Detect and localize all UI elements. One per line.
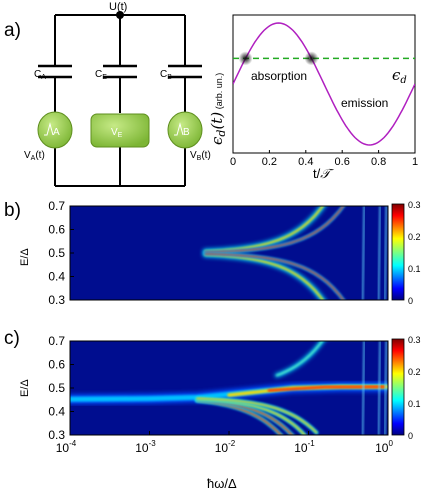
colorbar-b: 0 0.1 0.2 0.3 bbox=[391, 200, 421, 306]
upper-branch bbox=[275, 341, 324, 377]
ytick-label: 0.3 bbox=[48, 293, 65, 307]
bias-label-b: VB(t) bbox=[190, 150, 211, 162]
ylabel-b: E/Δ bbox=[19, 248, 31, 266]
colorbar-tick-label: 0.2 bbox=[408, 367, 421, 377]
xtick-label: 10-1 bbox=[294, 439, 315, 455]
sine-xlabel: t/𝒯 bbox=[313, 166, 334, 182]
resonance-peak bbox=[267, 385, 386, 392]
vertical-feature bbox=[377, 341, 381, 435]
colorbar-tick-label: 0.1 bbox=[408, 264, 421, 274]
ytick-label: 0.5 bbox=[48, 246, 65, 260]
capacitor-label-a: CA bbox=[34, 69, 46, 81]
xtick-label: 100 bbox=[375, 439, 393, 455]
sine-xtick-label: 1 bbox=[412, 156, 418, 168]
bias-label-a: VA(t) bbox=[24, 150, 45, 162]
colorbar-tick-label: 0.3 bbox=[408, 200, 421, 210]
inner-branch-core bbox=[204, 253, 345, 300]
colorbar-tick-label: 0.3 bbox=[408, 335, 421, 345]
sine-plot: 0 0.2 0.4 0.6 0.8 1 ϵd(t) (arb. un.) t/𝒯 abso… bbox=[208, 14, 418, 182]
svg-text:VE: VE bbox=[111, 127, 123, 139]
lower-fan-branch bbox=[196, 397, 318, 434]
vertical-feature bbox=[361, 341, 365, 435]
ylabel-c: E/Δ bbox=[19, 379, 31, 397]
panel-label-b: b) bbox=[4, 200, 21, 221]
xlabel-c: ħω/Δ bbox=[207, 476, 237, 491]
emission-marker bbox=[304, 51, 319, 66]
sine-xtick-label: 0 bbox=[230, 156, 236, 168]
colorbar-tick-label: 0 bbox=[408, 296, 413, 306]
sine-xtick-label: 0.4 bbox=[298, 156, 313, 168]
xtick-label: 10-2 bbox=[215, 439, 236, 455]
vertical-feature bbox=[384, 206, 388, 300]
vertical-feature bbox=[377, 206, 381, 300]
absorption-marker bbox=[238, 51, 253, 66]
annotation-absorption: absorption bbox=[251, 69, 307, 83]
annotation-emission: emission bbox=[341, 96, 388, 110]
ytick-label: 0.3 bbox=[48, 428, 65, 442]
heatmap-b: 0.3 0.4 0.5 0.6 0.7 E/Δ bbox=[19, 199, 389, 307]
colorbar-c: 0 0.1 0.2 0.3 bbox=[391, 335, 421, 441]
sine-xtick-label: 0.8 bbox=[371, 156, 386, 168]
node-label: U(t) bbox=[109, 1, 127, 13]
heatmap-c: 0.30.40.50.60.7 10-4 10-3 10-2 10-1 100 E/Δ … bbox=[19, 334, 393, 491]
ytick-label: 0.7 bbox=[48, 334, 65, 348]
xtick-label: 10-3 bbox=[135, 439, 156, 455]
ytick-label: 0.4 bbox=[48, 405, 65, 419]
capacitor-label-b: CB bbox=[160, 69, 172, 81]
sine-xtick-label: 0.6 bbox=[335, 156, 350, 168]
panel-label-c: c) bbox=[4, 328, 20, 349]
xtick-label: 10-4 bbox=[56, 439, 77, 455]
capacitor-label-e: CE bbox=[95, 69, 107, 81]
sine-xtick-label: 0.2 bbox=[262, 156, 277, 168]
svg-text:A: A bbox=[53, 127, 60, 138]
ytick-label: 0.6 bbox=[48, 358, 65, 372]
vertical-feature bbox=[384, 341, 388, 435]
ytick-label: 0.6 bbox=[48, 223, 65, 237]
circuit-diagram bbox=[38, 14, 202, 187]
colorbar-tick-label: 0 bbox=[408, 431, 413, 441]
dot-e: VE bbox=[90, 113, 150, 148]
svg-text:B: B bbox=[183, 127, 190, 138]
sine-ylabel: ϵd(t) (arb. un.) bbox=[208, 73, 228, 145]
ytick-label: 0.5 bbox=[48, 381, 65, 395]
node-dot bbox=[116, 11, 124, 19]
colorbar-tick-label: 0.2 bbox=[408, 232, 421, 242]
vertical-feature bbox=[361, 206, 365, 300]
ytick-label: 0.7 bbox=[48, 199, 65, 213]
ytick-label: 0.4 bbox=[48, 270, 65, 284]
dot-a: A bbox=[37, 111, 73, 149]
sine-curve bbox=[233, 22, 415, 146]
inner-branch-core bbox=[204, 206, 345, 253]
panel-label-a: a) bbox=[4, 20, 21, 41]
colorbar-tick-label: 0.1 bbox=[408, 399, 421, 409]
dot-b: B bbox=[167, 111, 203, 149]
